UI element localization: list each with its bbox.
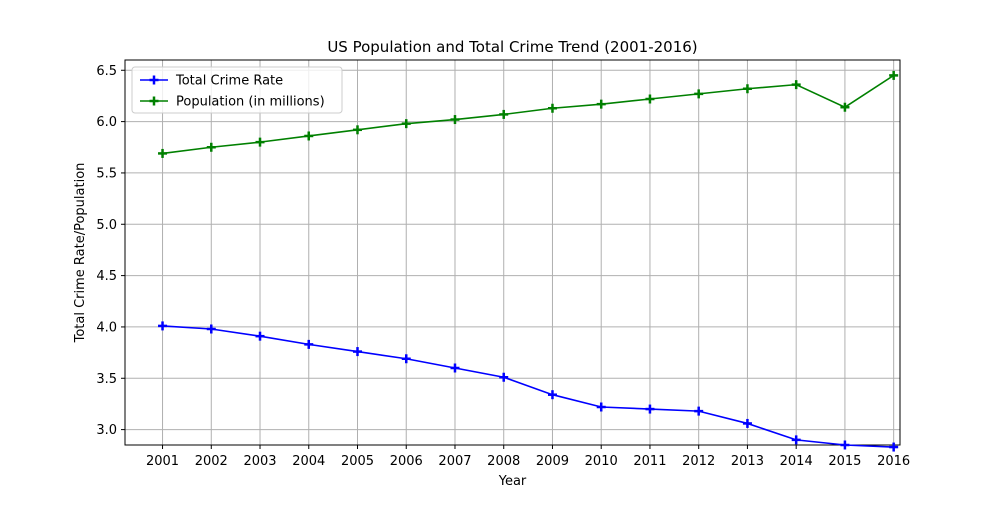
- x-axis-label: Year: [498, 474, 527, 489]
- x-tick-label: 2010: [585, 454, 618, 469]
- legend-item: Population (in millions): [140, 95, 325, 110]
- data-point: [401, 354, 411, 364]
- legend-marker: [149, 75, 159, 85]
- data-point: [840, 102, 850, 112]
- data-point: [450, 363, 460, 373]
- x-tick-label: 2006: [390, 454, 423, 469]
- x-tick-label: 2008: [487, 454, 520, 469]
- x-tick-label: 2015: [828, 454, 861, 469]
- data-point: [499, 109, 509, 119]
- plot-area-frame: [124, 59, 901, 446]
- data-point: [742, 84, 752, 94]
- y-axis-label: Total Crime Rate/Population: [73, 163, 88, 344]
- grid: [125, 60, 900, 445]
- data-point: [645, 94, 655, 104]
- data-point: [547, 103, 557, 113]
- series-line: [162, 325, 894, 448]
- x-tick-label: 2005: [341, 454, 374, 469]
- data-point: [499, 372, 509, 382]
- series-1: [158, 70, 899, 158]
- legend-label: Total Crime Rate: [175, 74, 283, 89]
- legend-box: [131, 66, 343, 114]
- x-tick-label: 2014: [780, 454, 813, 469]
- y-tick-label: 5.5: [96, 166, 117, 181]
- y-tick-label: 5.0: [96, 218, 117, 233]
- data-point: [353, 347, 362, 357]
- chart-title: US Population and Total Crime Trend (200…: [327, 38, 697, 56]
- data-point: [791, 435, 801, 445]
- data-point: [255, 137, 265, 147]
- x-tick-label: 2001: [146, 454, 179, 469]
- x-tick-label: 2012: [682, 454, 715, 469]
- y-axis-ticks: 3.0 3.5 4.0 4.5 5.0 5.5 6.0 6.5: [96, 64, 125, 438]
- legend-item: Total Crime Rate: [140, 74, 283, 89]
- data-point: [304, 339, 314, 349]
- x-tick-label: 2007: [438, 454, 471, 469]
- data-point: [206, 324, 216, 334]
- data-point: [158, 321, 168, 331]
- data-point: [694, 89, 704, 99]
- series-group: [158, 70, 899, 452]
- data-point: [694, 406, 704, 416]
- y-tick-label: 4.5: [96, 269, 117, 284]
- x-tick-label: 2003: [243, 454, 276, 469]
- y-tick-label: 4.0: [96, 320, 117, 335]
- x-tick-label: 2011: [633, 454, 666, 469]
- x-tick-label: 2002: [195, 454, 228, 469]
- y-tick-label: 6.0: [96, 115, 117, 130]
- legend-marker: [149, 96, 159, 106]
- data-point: [645, 404, 655, 414]
- series-line: [162, 74, 895, 155]
- series-0: [158, 321, 899, 452]
- data-point: [889, 442, 899, 452]
- data-point: [791, 80, 801, 90]
- y-tick-label: 6.5: [96, 64, 117, 79]
- data-point: [255, 331, 265, 341]
- data-point: [353, 125, 362, 135]
- x-axis-ticks: 2001 2002 2003 2004 2005 2006 2007 2008 2009 2010…: [146, 445, 910, 469]
- x-tick-label: 2004: [292, 454, 325, 469]
- data-point: [840, 440, 850, 450]
- legend: Total Crime Rate Population (in millions): [131, 66, 343, 114]
- data-point: [450, 115, 460, 125]
- data-point: [158, 148, 168, 158]
- data-point: [304, 131, 314, 141]
- data-point: [596, 402, 606, 412]
- x-tick-label: 2013: [731, 454, 764, 469]
- data-point: [206, 142, 216, 152]
- y-tick-label: 3.0: [96, 423, 117, 438]
- data-point: [596, 99, 606, 109]
- data-point: [547, 390, 557, 400]
- x-tick-label: 2016: [877, 454, 910, 469]
- y-tick-label: 3.5: [96, 372, 117, 387]
- legend-label: Population (in millions): [176, 95, 325, 110]
- data-point: [742, 418, 752, 428]
- data-point: [889, 70, 899, 80]
- data-point: [401, 119, 411, 129]
- x-tick-label: 2009: [536, 454, 569, 469]
